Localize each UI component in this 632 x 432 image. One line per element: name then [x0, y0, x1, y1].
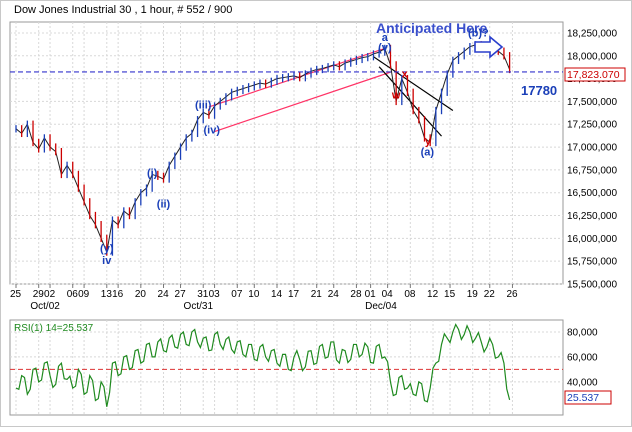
price-label: 17,823.070: [567, 69, 620, 81]
wave-labels: (y)iv (i) (ii) (iii) (iv) a(v) (b)? (a) wx y: [100, 28, 489, 267]
period-label: Dec/04: [365, 301, 397, 312]
arrow-right-icon: [474, 35, 504, 59]
rsi-series: [15, 323, 511, 407]
period-label: Oct/02: [30, 301, 60, 312]
x-tick-label: 26: [506, 289, 518, 300]
x-tick-label: 04: [382, 289, 394, 300]
y-tick-label: 16,250,000: [567, 211, 617, 222]
wave-label: (a): [421, 146, 435, 158]
price-label-box: [564, 67, 626, 82]
x-tick-label: 28: [350, 289, 362, 300]
y-tick-label: 16,500,000: [567, 188, 617, 199]
x-tick-label: 12: [427, 289, 439, 300]
price-grid: [10, 22, 563, 285]
x-axis-ticks: 25 29 02 06 09 13 16 20 24 27 31 03 07 10 14 17 21 24 28 01…: [10, 284, 518, 300]
rsi-value-label: 25.537: [567, 392, 599, 404]
x-tick-label: 02: [44, 289, 56, 300]
wave-label-red: w: [391, 90, 401, 102]
y-tick-label: 18,250,000: [567, 28, 617, 39]
x-tick-label: 25: [10, 289, 22, 300]
wave-label: iv: [102, 255, 112, 267]
wave-label: (y): [100, 243, 114, 255]
wave-label: (i): [147, 167, 158, 179]
y-tick-label: 18,000,000: [567, 51, 617, 62]
x-tick-label: 16: [112, 289, 124, 300]
x-tick-label: 07: [231, 289, 243, 300]
price-series: [15, 41, 511, 256]
wave-label: (iii): [195, 100, 212, 112]
price-panel: [9, 21, 564, 285]
x-tick-label: 09: [78, 289, 90, 300]
wave-label: a: [382, 32, 389, 44]
rsi-header: RSI(1) 14=25.537: [14, 323, 94, 334]
x-tick-label: 15: [444, 289, 456, 300]
wave-label-red: x: [402, 69, 409, 81]
wave-label: (ii): [157, 198, 171, 210]
x-tick-label: 20: [135, 289, 147, 300]
y-tick-label: 17,250,000: [567, 120, 617, 131]
x-tick-label: 19: [467, 289, 479, 300]
x-tick-label: 06: [67, 289, 79, 300]
wave-label: (b)?: [468, 28, 489, 40]
y-tick-label: 17,500,000: [567, 97, 617, 108]
channel-lines: [208, 47, 454, 137]
period-label: Oct/31: [184, 301, 214, 312]
x-tick-label: 01: [365, 289, 377, 300]
wave-label: (iv): [203, 124, 220, 136]
target-level-label: 17780: [521, 83, 557, 98]
rsi-y-tick-label: 60,000: [567, 352, 598, 363]
x-tick-label: 08: [404, 289, 416, 300]
rsi-y-tick-label: 40,000: [567, 377, 598, 388]
rsi-y-tick-label: 80,000: [567, 327, 598, 338]
y-tick-label: 17,000,000: [567, 143, 617, 154]
anticipated-annotation: Anticipated Here: [376, 20, 487, 36]
rsi-y-axis-ticks: 40,000 60,000 80,000: [567, 327, 598, 388]
x-tick-label: 22: [484, 289, 496, 300]
x-tick-label: 31: [197, 289, 209, 300]
rsi-panel: [9, 319, 564, 416]
y-tick-label: 15,500,000: [567, 280, 617, 291]
down-channel-upper-line: [373, 56, 454, 112]
y-tick-label: 16,000,000: [567, 234, 617, 245]
x-tick-label: 29: [33, 289, 45, 300]
x-tick-label: 27: [175, 289, 187, 300]
x-tick-label: 13: [101, 289, 113, 300]
x-tick-label: 03: [209, 289, 221, 300]
period-labels: Oct/02 Oct/31 Dec/04: [30, 301, 397, 312]
channel-upper-line: [208, 47, 385, 108]
x-tick-label: 24: [158, 289, 170, 300]
x-tick-label: 17: [288, 289, 300, 300]
wave-label: (v): [378, 42, 392, 54]
y-tick-label: 15,750,000: [567, 257, 617, 268]
channel-lower-line: [214, 71, 391, 133]
chart-title: Dow Jones Industrial 30 , 1 hour, # 552 …: [14, 4, 232, 16]
y-tick-label: 16,750,000: [567, 165, 617, 176]
wave-label-red: y: [425, 135, 432, 147]
x-tick-label: 10: [248, 289, 260, 300]
x-tick-label: 21: [311, 289, 323, 300]
price-line: [15, 44, 511, 254]
rsi-label-box: [564, 390, 612, 405]
x-tick-label: 14: [271, 289, 283, 300]
x-tick-label: 24: [328, 289, 340, 300]
